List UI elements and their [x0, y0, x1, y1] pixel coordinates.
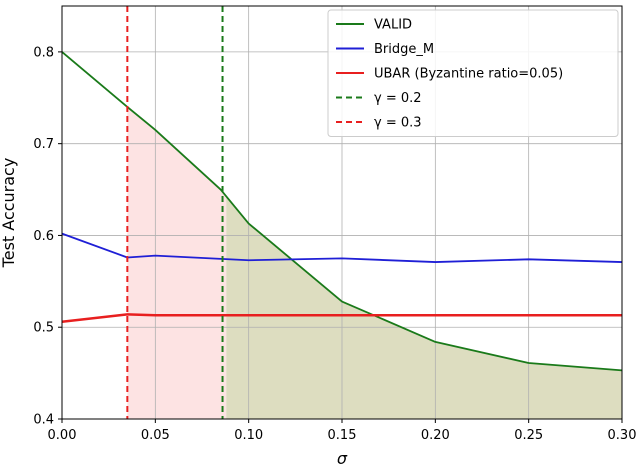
x-tick-label: 0.00: [48, 428, 77, 443]
legend-label: Bridge_M: [374, 42, 434, 57]
x-tick-label: 0.15: [328, 428, 357, 443]
y-tick-label: 0.6: [33, 229, 54, 244]
legend-label: UBAR (Byzantine ratio=0.05): [374, 67, 563, 82]
series-line-bridge-m: [61, 232, 623, 263]
y-axis-ticks: 0.4 0.5 0.6 0.7 0.8: [33, 45, 62, 428]
legend-box: [327, 9, 619, 137]
y-tick-label: 0.8: [33, 45, 54, 60]
series-lines: [61, 51, 623, 372]
x-tick-label: 0.25: [514, 428, 543, 443]
series-line-ubar-byzantine-ratio-0-05: [61, 313, 622, 323]
legend-label: VALID: [374, 18, 412, 33]
shaded-region-1: [127, 106, 227, 419]
legend-label: γ = 0.2: [374, 91, 422, 106]
y-tick-label: 0.7: [33, 137, 54, 152]
x-axis-ticks: 0.00 0.05 0.10 0.15 0.20 0.25 0.30: [48, 419, 637, 443]
x-tick-label: 0.30: [608, 428, 637, 443]
legend: VALID Bridge_M UBAR (Byzantine ratio=0.05)…: [327, 9, 619, 137]
series-line-valid: [61, 51, 623, 372]
y-tick-label: 0.5: [33, 321, 54, 336]
x-tick-label: 0.05: [141, 428, 170, 443]
y-axis-label: Test Accuracy: [0, 158, 18, 269]
x-tick-label: 0.20: [421, 428, 450, 443]
y-tick-label: 0.4: [33, 413, 54, 428]
x-axis-label: σ: [337, 449, 348, 468]
x-tick-label: 0.10: [234, 428, 263, 443]
threshold-lines: [126, 6, 224, 419]
shaded-regions: [127, 106, 622, 419]
legend-label: γ = 0.3: [374, 116, 422, 131]
shaded-region-2: [226, 196, 622, 419]
